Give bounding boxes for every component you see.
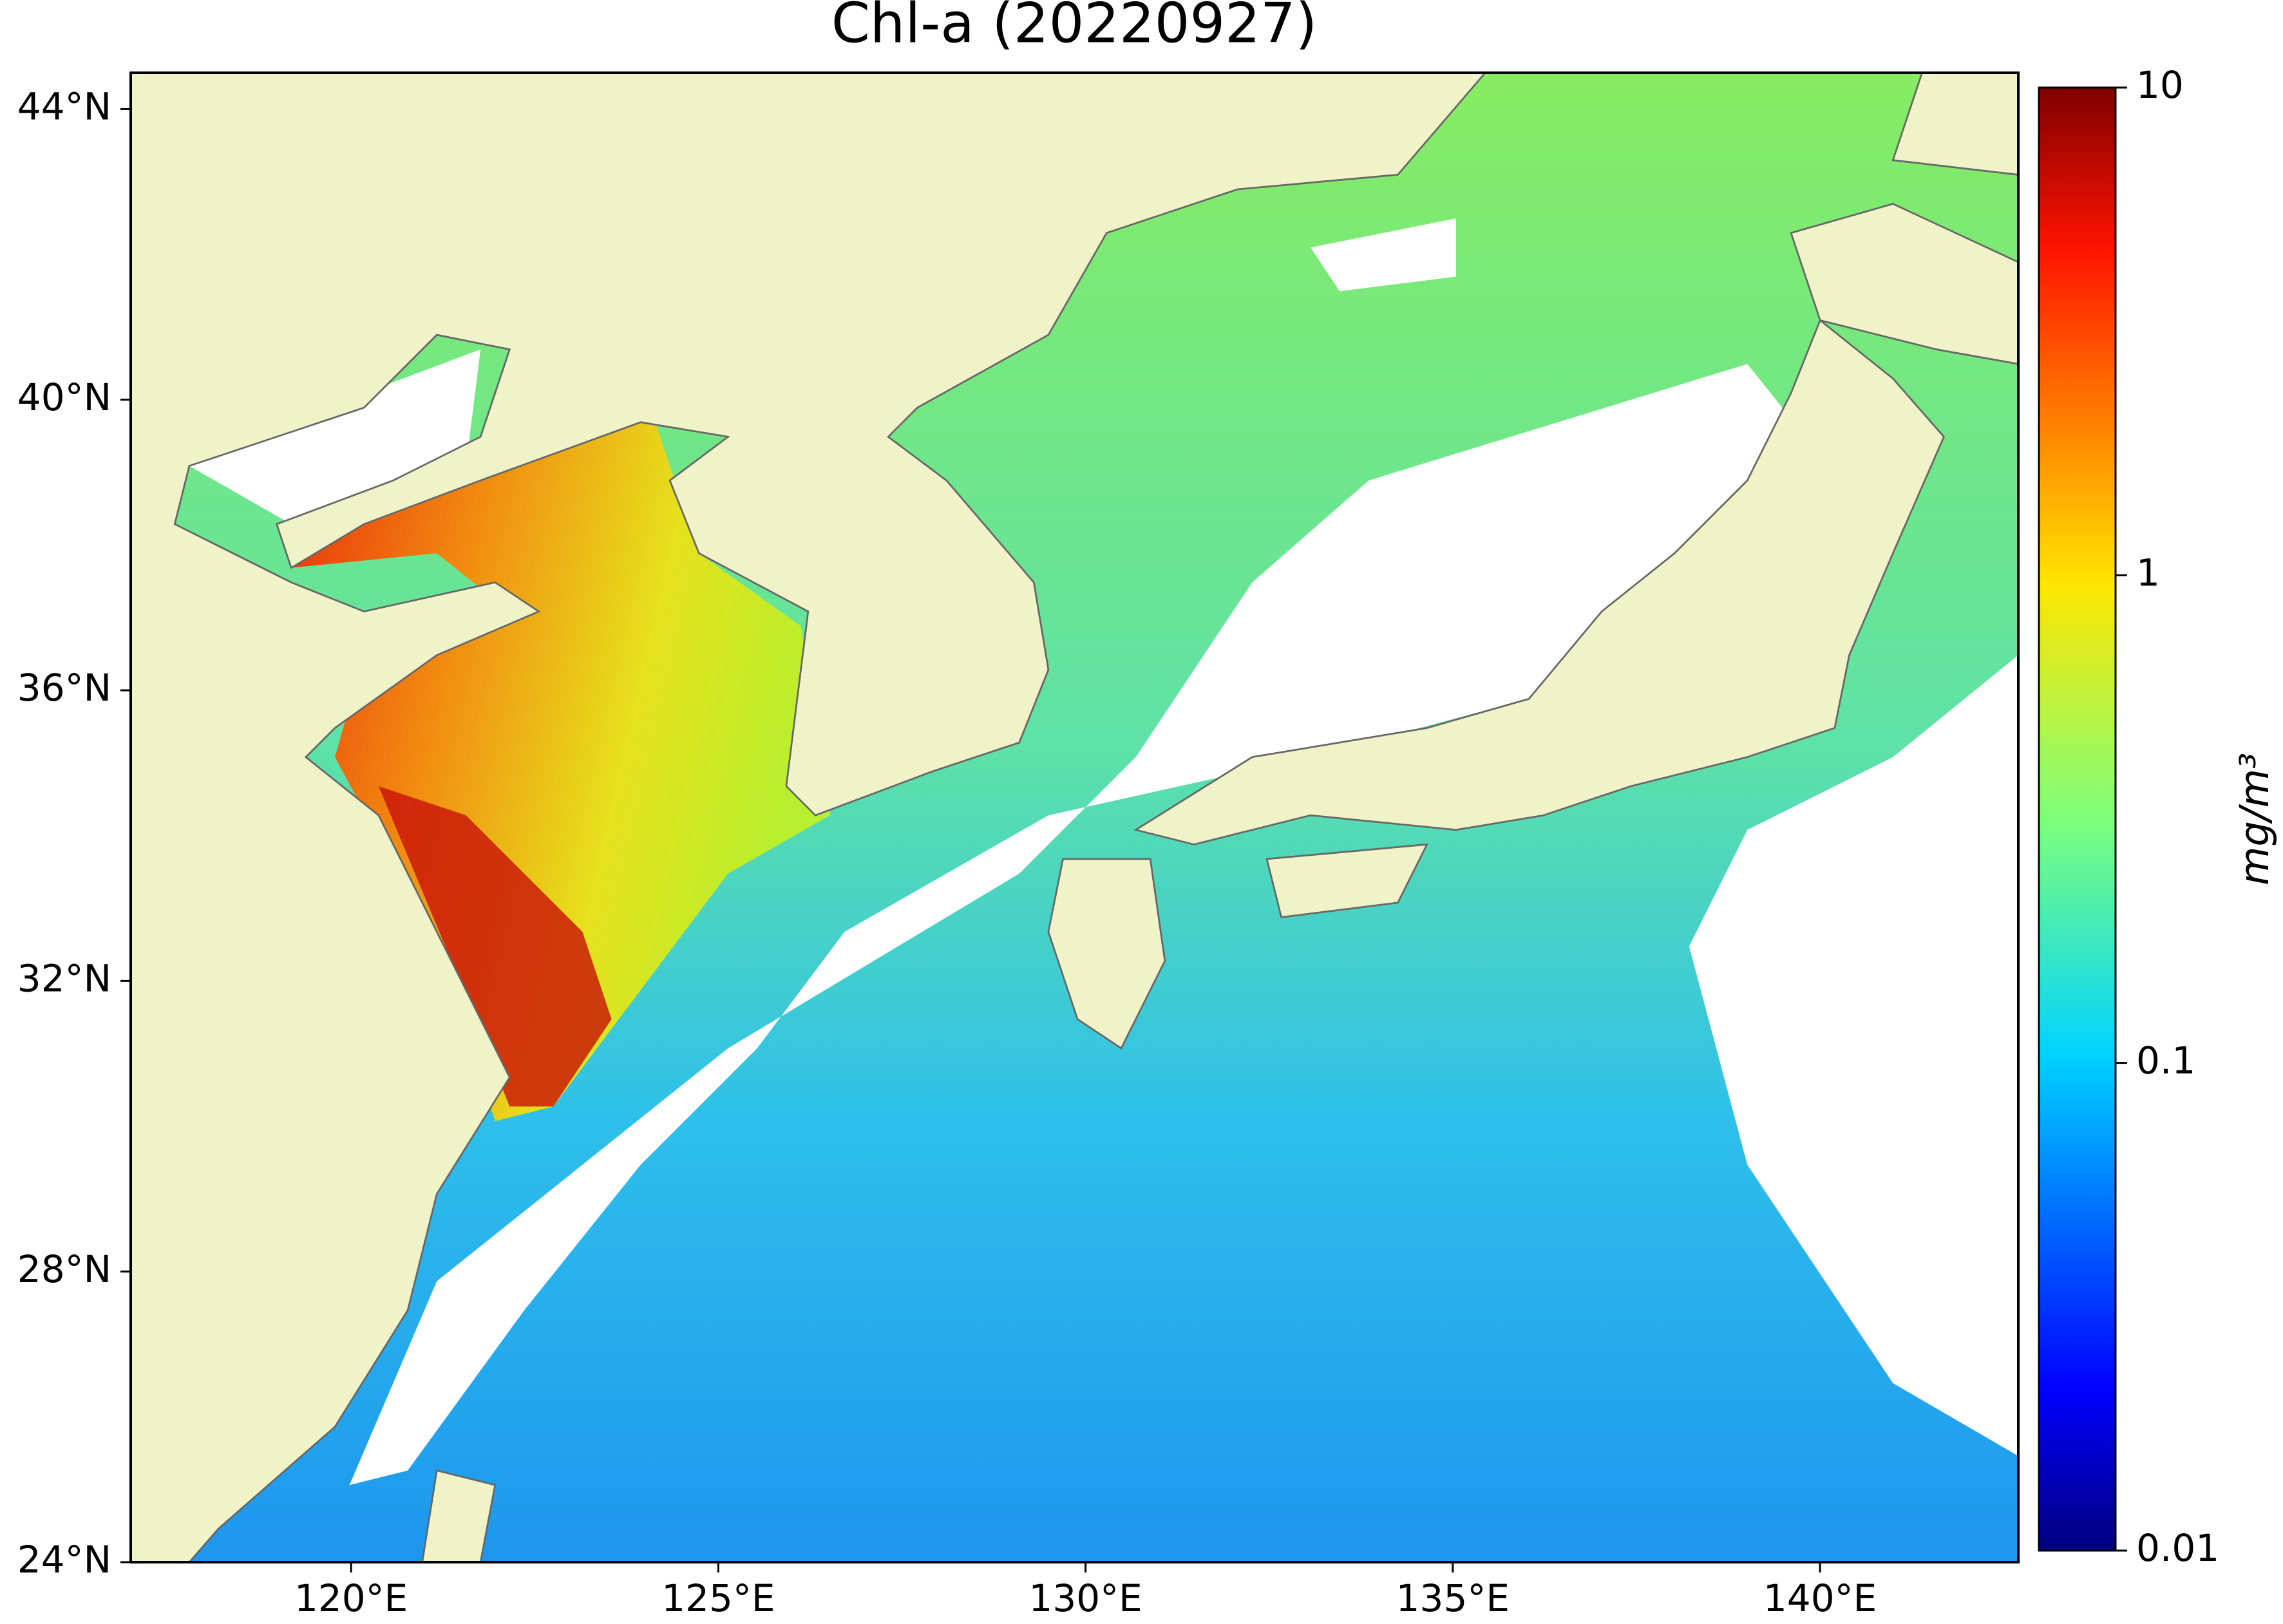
x-tick-label: 125°E — [661, 1576, 775, 1620]
x-tick-label: 130°E — [1028, 1576, 1142, 1620]
colorbar — [2038, 86, 2117, 1552]
colorbar-tick-label: 10 — [2136, 63, 2184, 107]
y-tick-label: 40°N — [17, 375, 111, 419]
colorbar-tick-label: 0.1 — [2136, 1039, 2195, 1082]
taiwan — [421, 1469, 497, 1562]
x-tick-label: 140°E — [1763, 1576, 1877, 1620]
axes-frame — [129, 71, 2020, 1563]
colorbar-tick-label: 0.01 — [2136, 1526, 2219, 1570]
y-tick-label: 32°N — [17, 956, 111, 1000]
colorbar-tick-label: 1 — [2136, 551, 2160, 594]
x-tick-label: 120°E — [294, 1576, 408, 1620]
map-layers — [131, 73, 2018, 1562]
y-tick-label: 36°N — [17, 666, 111, 710]
y-tick-label: 44°N — [17, 85, 111, 129]
honshu — [1133, 319, 1946, 845]
cloud — [1310, 218, 1456, 292]
kyushu — [1047, 858, 1166, 1050]
y-tick-label: 28°N — [17, 1247, 111, 1291]
chart-title: Chl-a (20220927) — [831, 0, 1317, 55]
cloud — [349, 364, 1806, 1486]
mainland — [131, 73, 1487, 1562]
yellow-sea-bloom — [291, 422, 830, 1121]
coastal-bloom — [378, 786, 612, 1107]
x-tick-label: 135°E — [1396, 1576, 1510, 1620]
map-area — [131, 73, 2018, 1562]
y-tick-label: 24°N — [17, 1538, 111, 1582]
cloud — [1689, 655, 2018, 1456]
colorbar-label: mg/m³ — [2231, 753, 2278, 885]
shikoku — [1265, 843, 1429, 918]
